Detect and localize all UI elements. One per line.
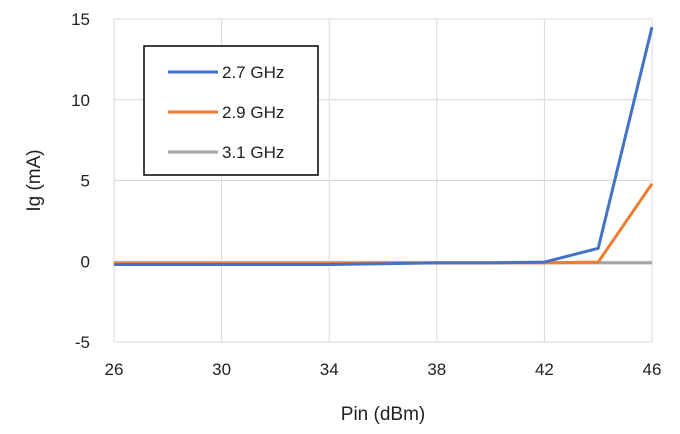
legend-label: 3.1 GHz [222, 143, 284, 162]
x-tick-label: 38 [427, 360, 446, 379]
y-tick-label: 5 [81, 172, 90, 191]
y-axis-ticks: -5 0 5 10 15 [71, 10, 90, 352]
x-axis-title: Pin (dBm) [341, 404, 425, 425]
y-tick-label: 10 [71, 91, 90, 110]
x-tick-label: 26 [105, 360, 124, 379]
x-tick-label: 30 [212, 360, 231, 379]
legend-label: 2.7 GHz [222, 63, 284, 82]
y-tick-label: 15 [71, 10, 90, 29]
x-axis-ticks: 26 30 34 38 42 46 [105, 360, 662, 379]
x-tick-label: 34 [320, 360, 339, 379]
x-tick-label: 42 [535, 360, 554, 379]
series-lines [114, 26, 654, 266]
x-tick-label: 46 [643, 360, 662, 379]
legend: 2.7 GHz 2.9 GHz 3.1 GHz [143, 45, 319, 176]
y-tick-label: -5 [75, 333, 90, 352]
legend-label: 2.9 GHz [222, 103, 284, 122]
y-axis-title: Ig (mA) [24, 149, 45, 211]
series-line [114, 26, 654, 266]
y-tick-label: 0 [81, 252, 90, 271]
